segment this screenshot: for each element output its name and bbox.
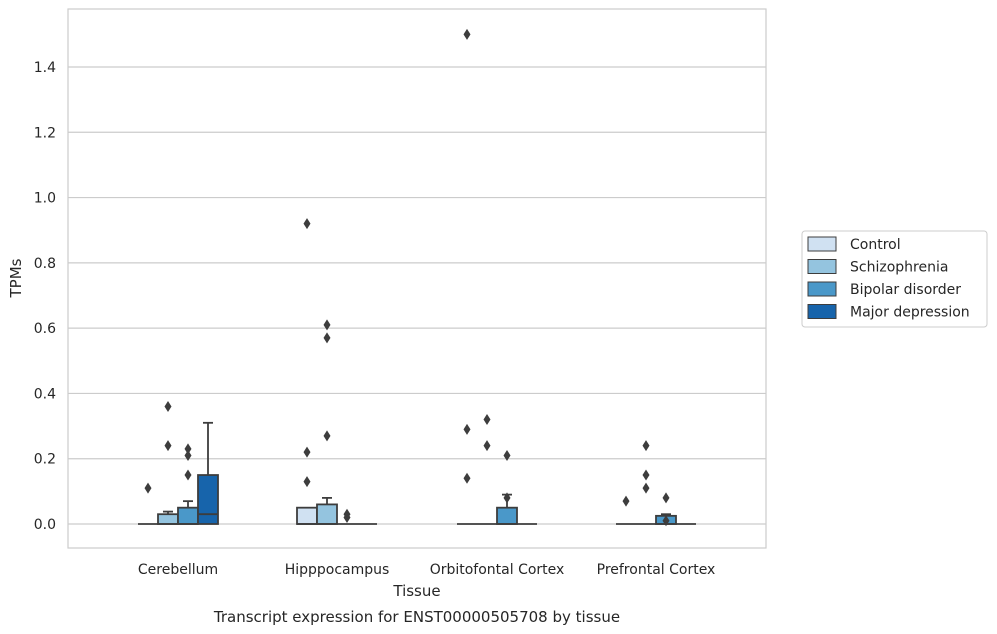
x-axis-title: Tissue <box>392 582 440 600</box>
outlier-point <box>303 218 311 230</box>
legend-label: Control <box>850 237 901 253</box>
box-bipolar-disorder <box>655 492 677 527</box>
box-control <box>616 495 636 525</box>
outlier-point <box>184 469 192 481</box>
legend: Control Schizophrenia Bipolar disorder Majo… <box>801 230 988 328</box>
x-tick-labels: Cerebellum Hipppocampus Orbitofontal Corte… <box>138 562 715 578</box>
outlier-point <box>463 423 471 435</box>
box-body <box>296 506 318 525</box>
y-tick-label: 0.6 <box>34 321 56 337</box>
y-tick-labels: 0.0 0.2 0.4 0.6 0.8 1.0 1.2 1.4 <box>34 60 56 533</box>
box-plot-area <box>138 28 696 527</box>
outlier-point <box>184 443 192 455</box>
box-control <box>296 218 318 525</box>
outlier-point <box>662 492 670 504</box>
box-schizophrenia <box>316 319 338 525</box>
outlier-point <box>303 476 311 488</box>
legend-frame <box>801 230 988 328</box>
grid-lines <box>68 66 766 525</box>
outlier-point <box>642 482 650 494</box>
y-tick-label: 0.8 <box>34 256 56 272</box>
y-tick-label: 0.4 <box>34 386 56 402</box>
box-schizophrenia <box>477 414 497 525</box>
outlier-point <box>323 332 331 344</box>
outlier-point <box>503 449 511 461</box>
x-tick-label: Hipppocampus <box>285 562 390 578</box>
box-bipolar-disorder <box>496 449 518 525</box>
legend-label: Schizophrenia <box>850 260 948 276</box>
box-body <box>316 503 338 525</box>
y-tick-label: 0.0 <box>34 517 56 533</box>
legend-swatch <box>807 281 837 297</box>
legend-swatch <box>807 236 837 252</box>
outlier-point <box>622 495 630 507</box>
outlier-point <box>662 515 670 527</box>
outlier-point <box>642 469 650 481</box>
legend-swatch <box>807 259 837 274</box>
outlier-point <box>184 449 192 461</box>
box-schizophrenia <box>157 400 179 525</box>
box-body <box>177 506 199 525</box>
outlier-point <box>503 492 511 504</box>
outlier-point <box>483 440 491 452</box>
outlier-point <box>323 319 331 331</box>
outlier-point <box>144 482 152 494</box>
chart-caption: Transcript expression for ENST0000050570… <box>213 608 620 626</box>
y-tick-label: 1.2 <box>34 125 56 141</box>
x-tick-label: Orbitofontal Cortex <box>430 562 565 578</box>
legend-label: Major depression <box>850 305 970 321</box>
outlier-point <box>642 440 650 452</box>
outlier-point <box>463 472 471 484</box>
box-body <box>496 506 518 525</box>
outlier-point <box>303 446 311 458</box>
outlier-point <box>323 430 331 442</box>
box-control <box>138 482 158 525</box>
x-tick-label: Prefrontal Cortex <box>597 562 716 578</box>
outlier-point <box>343 511 351 523</box>
box-schizophrenia <box>636 440 656 525</box>
box-body <box>157 513 179 525</box>
box-bipolar-disorder <box>177 443 199 525</box>
y-tick-label: 1.4 <box>34 60 56 76</box>
box-major-depression <box>197 421 219 525</box>
outlier-point <box>164 440 172 452</box>
box-control <box>457 28 477 525</box>
outlier-point <box>164 400 172 412</box>
box-bipolar-disorder <box>337 508 357 525</box>
y-tick-label: 1.0 <box>34 191 56 207</box>
y-tick-label: 0.2 <box>34 452 56 468</box>
legend-swatch <box>807 304 837 319</box>
outlier-point <box>463 28 471 40</box>
plot-frame <box>67 8 767 549</box>
y-axis-title: TPMs <box>7 258 25 298</box>
box-body <box>197 474 219 525</box>
x-tick-label: Cerebellum <box>138 562 218 578</box>
outlier-point <box>483 414 491 426</box>
legend-label: Bipolar disorder <box>850 282 961 298</box>
